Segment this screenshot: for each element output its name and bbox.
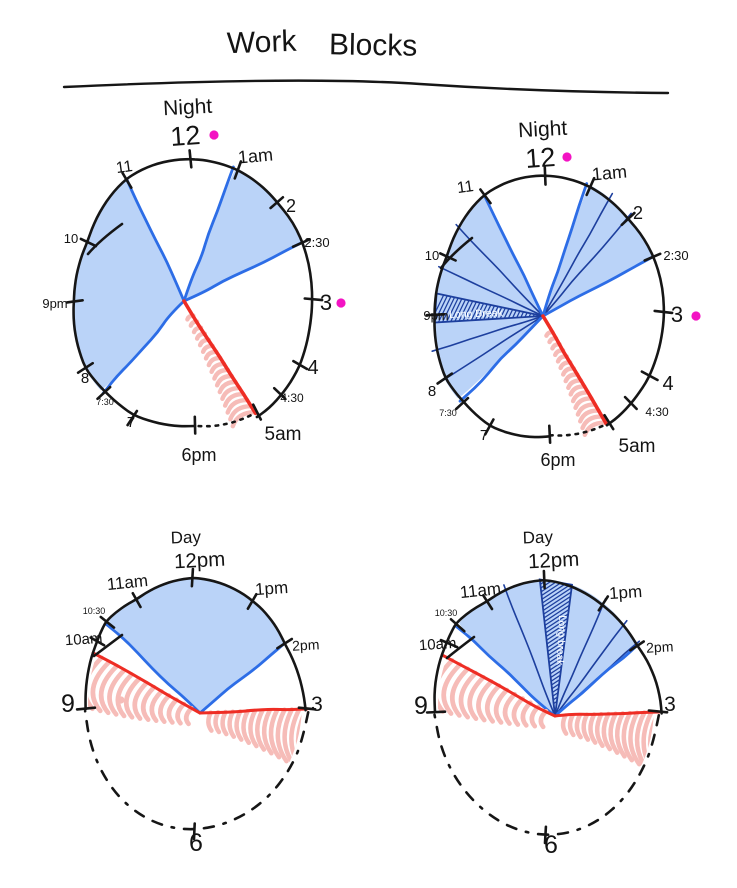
svg-text:4:30: 4:30 [280,391,304,405]
svg-text:12: 12 [524,142,556,174]
svg-text:3: 3 [664,693,676,716]
svg-text:Day: Day [170,527,201,547]
svg-text:12: 12 [169,120,201,152]
svg-text:2: 2 [286,196,296,216]
svg-text:3: 3 [311,693,323,716]
svg-text:4: 4 [662,373,673,395]
svg-text:5am: 5am [619,436,656,457]
svg-text:10am: 10am [418,635,457,655]
svg-text:9: 9 [414,692,428,720]
svg-text:11: 11 [115,158,134,177]
svg-text:10: 10 [64,231,78,246]
svg-text:2:30: 2:30 [304,235,329,250]
svg-text:4: 4 [307,357,318,379]
svg-text:9: 9 [61,690,75,718]
svg-text:Night: Night [163,95,213,121]
svg-text:11am: 11am [459,579,502,602]
svg-text:2:30: 2:30 [663,248,688,263]
svg-text:Long Break: Long Break [449,307,504,321]
svg-text:2pm: 2pm [292,636,320,653]
svg-text:11am: 11am [106,571,149,594]
svg-text:9pm: 9pm [423,308,448,323]
svg-text:6pm: 6pm [181,445,216,465]
svg-text:7:30: 7:30 [96,397,114,407]
svg-text:12pm: 12pm [527,548,579,574]
svg-text:6: 6 [189,829,203,857]
svg-text:2: 2 [633,203,643,223]
svg-text:8: 8 [428,383,436,400]
svg-text:10:30: 10:30 [83,606,106,616]
svg-text:1am: 1am [591,162,628,185]
svg-text:10: 10 [425,248,439,263]
svg-text:1am: 1am [237,145,274,168]
svg-text:1pm: 1pm [608,582,642,603]
svg-text:4:30: 4:30 [645,405,669,419]
svg-text:10am: 10am [64,630,103,650]
svg-text:Work: Work [226,25,298,60]
svg-text:7: 7 [480,427,488,444]
svg-text:3: 3 [671,302,683,327]
svg-text:3: 3 [320,290,332,315]
svg-text:5am: 5am [265,424,302,445]
svg-text:7:30: 7:30 [439,408,457,418]
svg-text:Blocks: Blocks [329,28,418,63]
svg-text:10:30: 10:30 [435,608,458,618]
svg-text:6: 6 [544,831,558,859]
svg-text:7: 7 [127,414,135,431]
svg-text:8: 8 [81,370,89,387]
svg-text:6pm: 6pm [540,450,575,470]
svg-text:1pm: 1pm [254,578,288,599]
svg-text:9pm: 9pm [42,296,67,311]
svg-text:Night: Night [518,117,568,143]
svg-text:Day: Day [522,527,553,547]
svg-text:11: 11 [456,178,475,197]
svg-text:Long break: Long break [554,615,568,667]
svg-text:12pm: 12pm [173,548,225,574]
svg-text:2pm: 2pm [646,638,674,655]
